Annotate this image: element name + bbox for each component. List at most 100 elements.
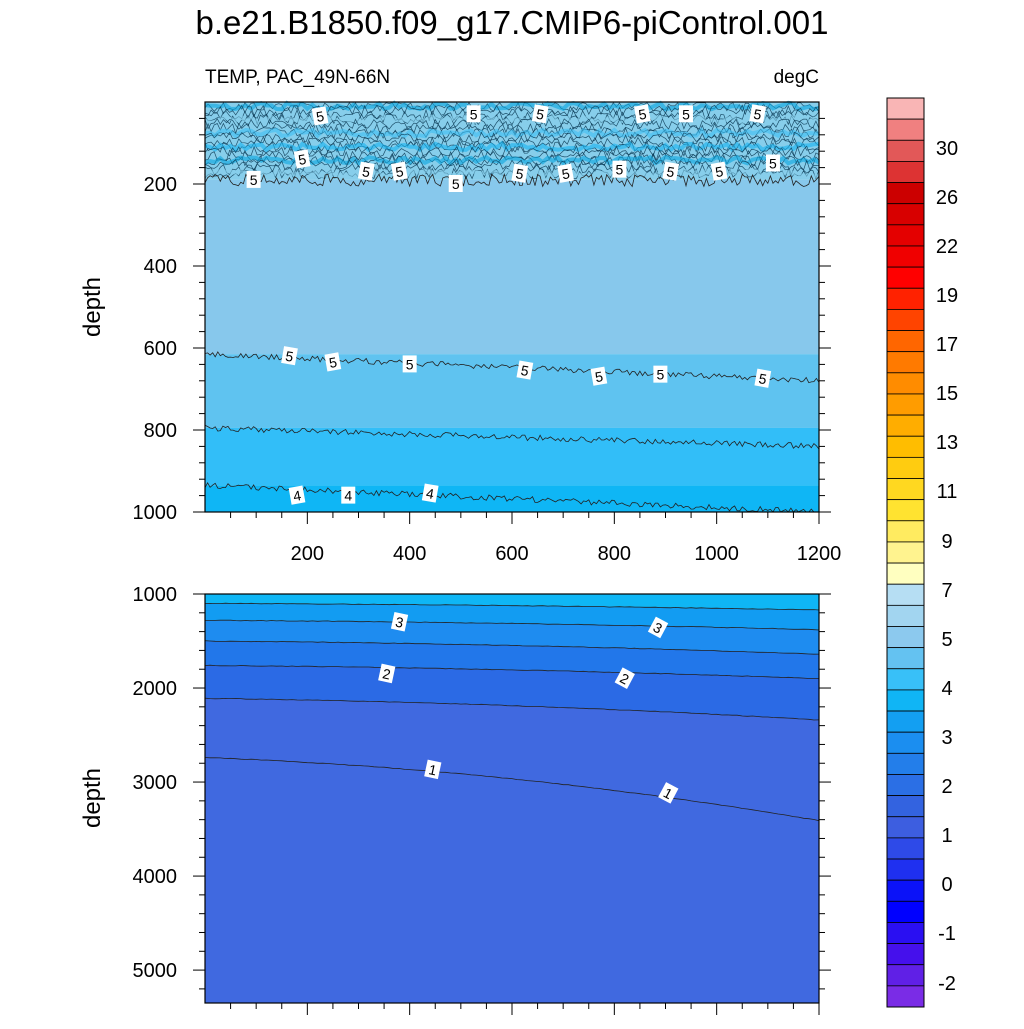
upper-contour-label-text: 5 [452, 176, 460, 192]
upper-left-label: TEMP, PAC_49N-66N [205, 67, 390, 88]
upper-contour-label-bg [710, 161, 728, 181]
colorbar-cell [886, 308, 925, 331]
upper-contour-label-bg [390, 161, 408, 181]
upper-contour-label-bg [324, 352, 342, 372]
upper-contour-label-text: 5 [560, 165, 571, 182]
colorbar-tick-label: 30 [936, 138, 958, 160]
upper-contour-label-5: 5 [749, 104, 767, 124]
colorbar-tick-label: -1 [938, 923, 956, 945]
upper-contour-label-text: 5 [594, 368, 605, 385]
colorbar-tick-label: -2 [938, 973, 956, 995]
colorbar-cell [886, 139, 925, 162]
upper-contour-label-0: 5 [311, 106, 329, 126]
colorbar-tick-label: 4 [941, 678, 952, 700]
colorbar-cell [886, 478, 925, 501]
colorbar-cell [886, 97, 925, 120]
colorbar-cell [886, 224, 925, 247]
chart-title: b.e21.B1850.f09_g17.CMIP6-piControl.001 [195, 4, 829, 41]
upper-y-tick-label: 400 [144, 256, 177, 278]
upper-contour-label-13: 5 [612, 160, 627, 178]
colorbar-cell [886, 900, 925, 923]
upper-contour-label-text: 5 [394, 163, 405, 180]
colorbar-cell [886, 245, 925, 268]
upper-contour-label-bg [402, 355, 417, 373]
upper-contour-label-bg [246, 170, 261, 188]
upper-contour-label-bg [612, 160, 627, 178]
upper-noise-fill-6 [204, 127, 819, 139]
colorbar-cell [886, 731, 925, 754]
lower-y-tick-label: 5000 [133, 960, 178, 982]
upper-contour-label-bg [511, 163, 529, 183]
colorbar-cell [886, 266, 925, 289]
upper-contour-label-text: 5 [361, 163, 372, 180]
upper-contour-label-bg [531, 104, 549, 124]
upper-y-tick-label: 1000 [133, 502, 178, 524]
lower-contour-label-1: 3 [647, 616, 669, 639]
upper-contour-label-bg [293, 149, 311, 169]
colorbar-cell [886, 435, 925, 458]
lower-contour-label-text: 2 [381, 665, 392, 682]
colorbar-cell [886, 752, 925, 775]
upper-contour-label-20: 5 [516, 360, 534, 380]
lower-contour-label-bg [378, 663, 396, 684]
colorbar-cell [886, 710, 925, 733]
upper-contour-label-9: 5 [390, 161, 408, 181]
lower-contour-label-4: 1 [424, 759, 442, 780]
colorbar-cell [886, 182, 925, 205]
upper-contour-label-bg [448, 175, 463, 192]
colorbar-cell [886, 689, 925, 712]
lower-contour-line-2 [204, 640, 820, 655]
upper-contour-label-text: 5 [535, 106, 546, 123]
lower-contour-label-bg [614, 667, 635, 689]
upper-band-4 [205, 485, 819, 512]
lower-contour-line-4 [204, 697, 820, 721]
upper-contour-line-1 [204, 424, 820, 450]
upper-right-label: degC [774, 67, 819, 88]
upper-contour-label-17: 5 [281, 346, 298, 366]
lower-contour-label-bg [390, 611, 409, 632]
lower-contour-label-text: 3 [394, 614, 405, 631]
colorbar-tick-label: 26 [936, 187, 958, 209]
upper-contour-label-text: 5 [752, 106, 763, 123]
upper-contour-label-text: 5 [284, 348, 295, 365]
upper-contour-label-25: 4 [341, 486, 356, 504]
upper-noise-contour-2 [204, 108, 820, 122]
upper-contour-label-bg [678, 105, 693, 123]
colorbar-cell [886, 816, 925, 839]
colorbar-tick-label: 11 [937, 481, 958, 503]
colorbar-cell [886, 795, 925, 818]
upper-noise-fill-9 [204, 140, 820, 153]
lower-y-tick-label: 2000 [133, 678, 178, 700]
colorbar-cell [886, 562, 925, 585]
colorbar-cell [886, 774, 925, 797]
upper-contour-label-bg [288, 485, 306, 505]
colorbar-cell [886, 393, 925, 416]
upper-noise-fill-3 [204, 113, 821, 126]
colorbar-cell [886, 879, 925, 902]
colorbar-cell [886, 414, 925, 437]
colorbar-tick-label: 7 [941, 580, 952, 602]
lower-y-tick-label: 4000 [133, 866, 178, 888]
upper-contour-label-text: 5 [769, 156, 777, 172]
colorbar-cell [886, 604, 925, 627]
colorbar-tick-label: 9 [941, 531, 952, 553]
colorbar-tick-label: 5 [941, 629, 952, 651]
upper-contour-label-2: 5 [531, 104, 549, 124]
lower-contour-label-text: 1 [427, 761, 438, 778]
colorbar-cell [886, 583, 925, 606]
upper-contour-label-23: 5 [754, 368, 772, 388]
upper-contour-label-bg [590, 366, 608, 386]
upper-contour-label-bg [557, 163, 575, 183]
upper-contour-label-text: 5 [250, 172, 258, 188]
lower-contour-label-bg [424, 759, 442, 780]
upper-contour-label-bg [653, 365, 668, 383]
colorbar-cell [886, 647, 925, 670]
upper-contour-label-text: 5 [406, 356, 414, 372]
upper-contour-label-bg [634, 104, 651, 124]
upper-contour-label-text: 5 [328, 354, 339, 371]
upper-y-tick-label: 800 [144, 420, 177, 442]
lower-y-axis-label: depth [79, 768, 106, 828]
upper-contour-label-bg [311, 106, 329, 126]
